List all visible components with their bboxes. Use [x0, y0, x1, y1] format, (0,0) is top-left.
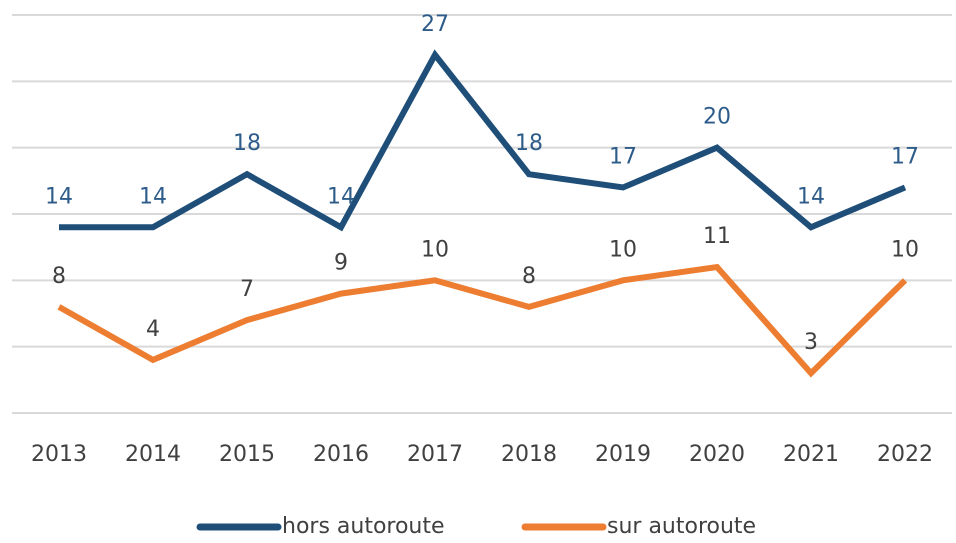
- data-label: 14: [139, 184, 167, 209]
- data-label: 20: [703, 105, 731, 130]
- series-line: [59, 49, 907, 232]
- data-label: 3: [804, 330, 818, 355]
- data-label: 8: [522, 264, 536, 289]
- data-label: 10: [421, 237, 449, 262]
- data-label: 10: [609, 237, 637, 262]
- x-tick-label: 2016: [313, 442, 369, 467]
- data-label: 7: [240, 277, 254, 302]
- data-label: 14: [327, 184, 355, 209]
- data-label: 18: [515, 131, 543, 156]
- x-tick-label: 2013: [31, 442, 87, 467]
- x-tick-label: 2017: [407, 442, 463, 467]
- data-label: 11: [703, 224, 731, 249]
- x-tick-label: 2018: [501, 442, 557, 467]
- x-tick-label: 2022: [877, 442, 933, 467]
- data-label: 9: [334, 251, 348, 276]
- x-tick-label: 2021: [783, 442, 839, 467]
- data-label: 17: [891, 144, 919, 169]
- x-tick-label: 2019: [595, 442, 651, 467]
- data-label: 18: [233, 131, 261, 156]
- data-label: 8: [52, 264, 66, 289]
- data-label: 14: [797, 184, 825, 209]
- data-label: 4: [146, 317, 160, 342]
- data-label: 27: [421, 12, 449, 37]
- legend-label: sur autoroute: [607, 514, 756, 539]
- x-tick-label: 2015: [219, 442, 275, 467]
- legend-label: hors autoroute: [282, 514, 445, 539]
- data-label: 17: [609, 144, 637, 169]
- series-line: [57, 263, 908, 378]
- data-label: 14: [45, 184, 73, 209]
- x-tick-label: 2020: [689, 442, 745, 467]
- data-label: 10: [891, 237, 919, 262]
- x-tick-label: 2014: [125, 442, 181, 467]
